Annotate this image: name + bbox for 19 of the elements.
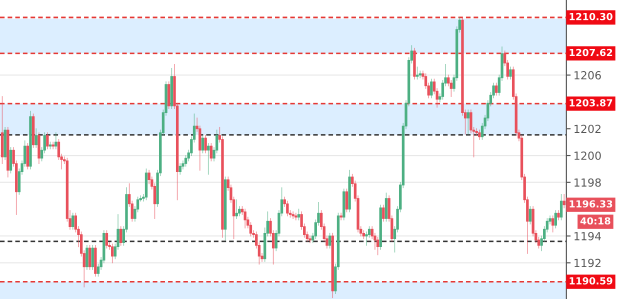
y-tick-label: 1194 [574,232,601,240]
y-tick-label: 1206 [574,71,601,80]
y-tick-label: 1198 [574,178,601,187]
y-tick-label: 1192 [574,258,600,268]
y-tick-label: 1202 [574,124,600,134]
ref-line-label: 1207.62 [570,48,612,56]
y-tick-label: 1200 [574,152,601,160]
candlestick [294,212,298,220]
ref-line-label: 1210.30 [570,12,612,20]
candlestick [292,211,294,219]
candlestick [340,212,342,220]
ref-line-label: 1203.87 [570,99,612,106]
text: 1196.33 [570,200,612,208]
candlestick [475,128,478,136]
candlestick [418,70,422,78]
candlestick [52,142,54,150]
ref-line-label: 1190.59 [570,277,612,285]
text: 40:18 [580,217,610,225]
candlestick [308,236,312,244]
